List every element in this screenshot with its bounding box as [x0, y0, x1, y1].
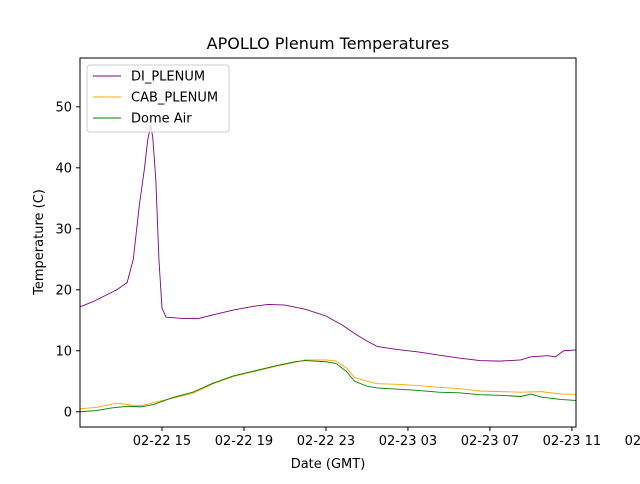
y-tick-label: 30: [55, 222, 72, 237]
series-line-cab-plenum: [80, 359, 576, 410]
legend-label: DI_PLENUM: [131, 70, 205, 85]
legend-box: [86, 64, 230, 133]
x-tick-label: 02-22 23: [297, 434, 355, 449]
x-tick-label: 02-23 07: [461, 434, 519, 449]
plot-frame: [79, 57, 577, 428]
x-axis: 02-22 15 02-22 19 02-22 23 02-23 03 02-23 07…: [133, 427, 640, 449]
x-axis-label: Date (GMT): [291, 457, 366, 472]
legend-label: Dome Air: [131, 112, 192, 127]
y-axis-label: Temperature (C): [32, 189, 47, 296]
chart-title: APOLLO Plenum Temperatures: [207, 34, 450, 53]
y-tick-label: 0: [64, 405, 72, 420]
x-tick-label: 02-22 15: [133, 434, 191, 449]
x-tick-label: 02-23 03: [379, 434, 437, 449]
x-tick-label: 02-22 19: [215, 434, 273, 449]
y-tick-label: 20: [55, 283, 72, 298]
legend: DI_PLENUM CAB_PLENUM Dome Air: [86, 64, 230, 133]
x-tick-label: 02-23 11: [543, 434, 601, 449]
series-line-dome-air: [80, 360, 576, 413]
y-tick-label: 40: [55, 161, 72, 176]
y-tick-label: 10: [55, 344, 72, 359]
y-axis: 0 10 20 30 40 50: [55, 100, 80, 420]
legend-label: CAB_PLENUM: [131, 91, 218, 106]
y-tick-label: 50: [55, 100, 72, 115]
x-tick-label: 02-23 15: [625, 434, 640, 449]
